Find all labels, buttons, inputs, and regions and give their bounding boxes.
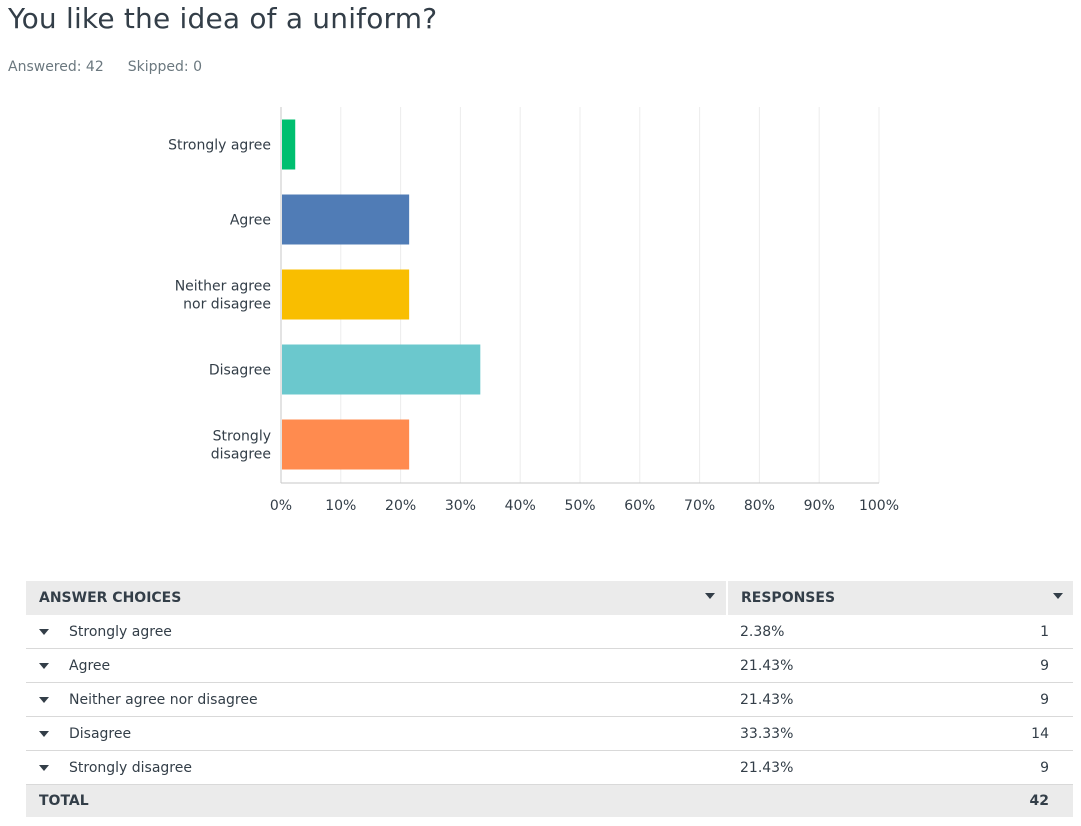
bar[interactable] — [282, 269, 410, 320]
bar[interactable] — [282, 344, 481, 395]
x-tick-label: 80% — [744, 498, 775, 514]
response-percent: 21.43% — [727, 648, 937, 683]
answer-choice-label: Strongly agree — [69, 623, 172, 640]
answer-choice-label: Neither agree nor disagree — [69, 691, 258, 708]
category-label: Neither agree — [175, 279, 271, 295]
total-label: TOTAL — [26, 784, 727, 817]
chevron-down-icon[interactable] — [39, 730, 49, 737]
answer-choice-cell: Strongly disagree — [26, 750, 727, 785]
answer-choice-label: Agree — [69, 657, 111, 674]
response-percent: 2.38% — [727, 615, 937, 649]
response-count: 9 — [936, 682, 1073, 717]
bar[interactable] — [282, 119, 296, 170]
answer-choice-cell: Strongly agree — [26, 615, 727, 649]
bar-chart: Strongly agree Agree Neither agree nor disa… — [168, 107, 899, 514]
chart-gridlines — [280, 107, 880, 484]
answer-choice-cell: Agree — [26, 648, 727, 683]
chevron-down-icon[interactable] — [39, 764, 49, 771]
answer-choice-cell: Disagree — [26, 716, 727, 751]
category-label: Disagree — [209, 363, 271, 379]
bar[interactable] — [282, 419, 410, 470]
response-percent: 21.43% — [727, 750, 937, 785]
x-tick-label: 100% — [859, 498, 899, 514]
table-row: Disagree 33.33% 14 — [26, 716, 1073, 751]
response-percent: 21.43% — [727, 682, 937, 717]
answer-choice-cell: Neither agree nor disagree — [26, 682, 727, 717]
chart-category-labels: Strongly agree Agree Neither agree nor disa… — [168, 138, 271, 463]
skipped-count: Skipped: 0 — [127, 59, 202, 75]
answer-choices-header-label: ANSWER CHOICES — [39, 590, 182, 606]
table-header-row: ANSWER CHOICES RESPONSES — [26, 581, 1073, 615]
x-tick-label: 20% — [385, 498, 416, 514]
answer-choices-header[interactable]: ANSWER CHOICES — [26, 581, 728, 615]
question-title: You like the idea of a uniform? — [8, 2, 438, 35]
x-tick-label: 30% — [445, 498, 476, 514]
table-row: Strongly disagree 21.43% 9 — [26, 750, 1073, 785]
chevron-down-icon[interactable] — [705, 593, 715, 599]
x-tick-label: 40% — [505, 498, 536, 514]
chevron-down-icon[interactable] — [39, 628, 49, 635]
answered-count: Answered: 42 — [8, 59, 104, 75]
chevron-down-icon[interactable] — [39, 662, 49, 669]
response-count: 1 — [936, 615, 1073, 649]
total-count: 42 — [936, 784, 1073, 817]
total-percent — [727, 784, 937, 817]
response-percent: 33.33% — [727, 716, 937, 751]
answer-choice-label: Disagree — [69, 725, 132, 742]
bar[interactable] — [282, 194, 410, 245]
response-stats: Answered: 42 Skipped: 0 — [8, 59, 202, 75]
answer-choice-label: Strongly disagree — [69, 759, 192, 776]
response-count: 9 — [936, 750, 1073, 785]
category-label: Agree — [230, 213, 271, 229]
x-tick-label: 60% — [624, 498, 655, 514]
x-tick-label: 90% — [804, 498, 835, 514]
x-tick-label: 10% — [325, 498, 356, 514]
x-tick-label: 70% — [684, 498, 715, 514]
chart-x-ticks: 0% 10% 20% 30% 40% 50% 60% 70% 80% 90% 100% — [270, 498, 899, 514]
results-table: ANSWER CHOICES RESPONSES Strongly agree 2… — [26, 581, 1073, 817]
category-label: Strongly — [213, 429, 271, 445]
response-count: 14 — [936, 716, 1073, 751]
responses-header-label: RESPONSES — [741, 590, 836, 606]
category-label: Strongly agree — [168, 138, 271, 154]
chevron-down-icon[interactable] — [1053, 593, 1063, 599]
chevron-down-icon[interactable] — [39, 696, 49, 703]
x-tick-label: 50% — [564, 498, 595, 514]
table-row: Strongly agree 2.38% 1 — [26, 615, 1073, 649]
category-label: disagree — [211, 447, 271, 463]
total-row: TOTAL 42 — [26, 784, 1073, 817]
x-tick-label: 0% — [270, 498, 292, 514]
category-label: nor disagree — [183, 297, 271, 313]
table-row: Agree 21.43% 9 — [26, 648, 1073, 683]
chart-bars — [282, 119, 481, 470]
response-count: 9 — [936, 648, 1073, 683]
table-row: Neither agree nor disagree 21.43% 9 — [26, 682, 1073, 717]
responses-header[interactable]: RESPONSES — [727, 581, 1073, 615]
